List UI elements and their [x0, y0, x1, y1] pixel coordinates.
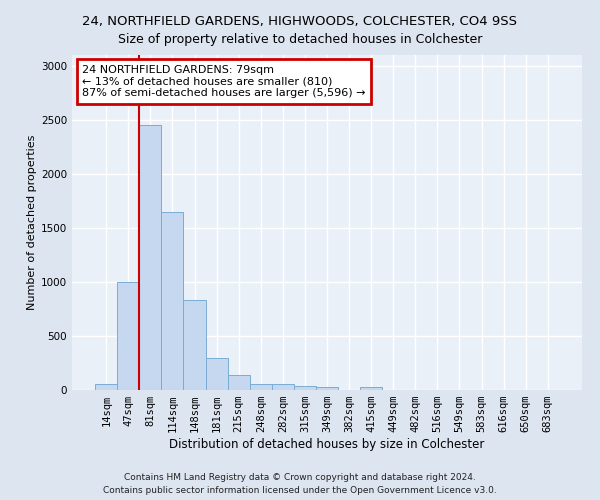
Bar [360, 387, 382, 390]
Bar [95, 384, 117, 390]
Text: 24 NORTHFIELD GARDENS: 79sqm
← 13% of detached houses are smaller (810)
87% of s: 24 NORTHFIELD GARDENS: 79sqm ← 13% of de… [82, 65, 366, 98]
Y-axis label: Number of detached properties: Number of detached properties [27, 135, 37, 310]
Bar [272, 384, 294, 390]
Bar [184, 300, 206, 390]
Text: Contains HM Land Registry data © Crown copyright and database right 2024.
Contai: Contains HM Land Registry data © Crown c… [103, 474, 497, 495]
Bar [294, 386, 316, 390]
Text: 24, NORTHFIELD GARDENS, HIGHWOODS, COLCHESTER, CO4 9SS: 24, NORTHFIELD GARDENS, HIGHWOODS, COLCH… [83, 15, 517, 28]
Bar [139, 125, 161, 390]
Bar [250, 384, 272, 390]
Bar [227, 375, 250, 390]
Bar [206, 358, 227, 390]
Bar [316, 388, 338, 390]
Text: Size of property relative to detached houses in Colchester: Size of property relative to detached ho… [118, 32, 482, 46]
Bar [161, 212, 184, 390]
Bar [117, 282, 139, 390]
X-axis label: Distribution of detached houses by size in Colchester: Distribution of detached houses by size … [169, 438, 485, 451]
